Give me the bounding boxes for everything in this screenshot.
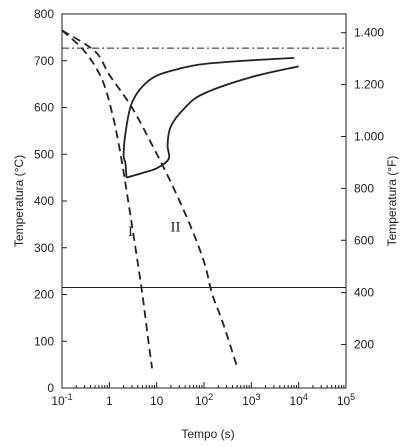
x-tick-label: 102 (195, 392, 213, 408)
x-axis: 10-1 1 10 102 103 104 105 (51, 382, 355, 408)
left-tick-label: 500 (34, 147, 54, 161)
left-tick-label: 300 (34, 241, 54, 255)
right-tick-label: 800 (354, 181, 374, 195)
right-tick-label: 400 (354, 286, 374, 300)
x-tick-label: 10 (150, 394, 164, 408)
curve-labels: I II (128, 219, 181, 240)
right-tick-label: 600 (354, 233, 374, 247)
y-axis-title-left: Temperatura (°C) (12, 155, 26, 247)
cooling-curve-label-2: II (171, 219, 181, 235)
cooling-curve-label-1: I (128, 224, 133, 240)
right-tick-label: 1.000 (354, 129, 384, 143)
transformation-curve-2 (126, 65, 299, 179)
left-tick-label: 400 (34, 194, 54, 208)
x-tick-label: 104 (289, 392, 307, 408)
reference-lines (62, 47, 346, 288)
left-tick-label: 600 (34, 101, 54, 115)
right-tick-label: 1.400 (354, 26, 384, 40)
right-tick-label: 200 (354, 338, 374, 352)
x-tick-label: 10-1 (51, 392, 72, 408)
left-tick-label: 100 (34, 334, 54, 348)
x-tick-label: 103 (242, 392, 260, 408)
curves (61, 29, 299, 369)
y-axis-title-right: Temperatura (°F) (385, 156, 399, 247)
x-tick-label: 105 (337, 392, 355, 408)
cooling-curve-I (61, 29, 153, 369)
left-axis: 0 100 200 300 400 500 600 700 800 (34, 7, 67, 395)
left-tick-label: 0 (47, 381, 54, 395)
cooling-curve-II (61, 29, 238, 368)
right-tick-label: 1.200 (354, 78, 384, 92)
x-axis-title: Tempo (s) (181, 427, 234, 441)
right-axis: 1.400 1.200 1.000 800 600 400 200 (341, 26, 384, 352)
left-tick-label: 200 (34, 288, 54, 302)
left-tick-label: 700 (34, 54, 54, 68)
plot-frame (61, 13, 347, 389)
transformation-curve-1 (122, 57, 295, 178)
x-tick-label: 1 (106, 394, 113, 408)
left-tick-label: 800 (34, 7, 54, 21)
